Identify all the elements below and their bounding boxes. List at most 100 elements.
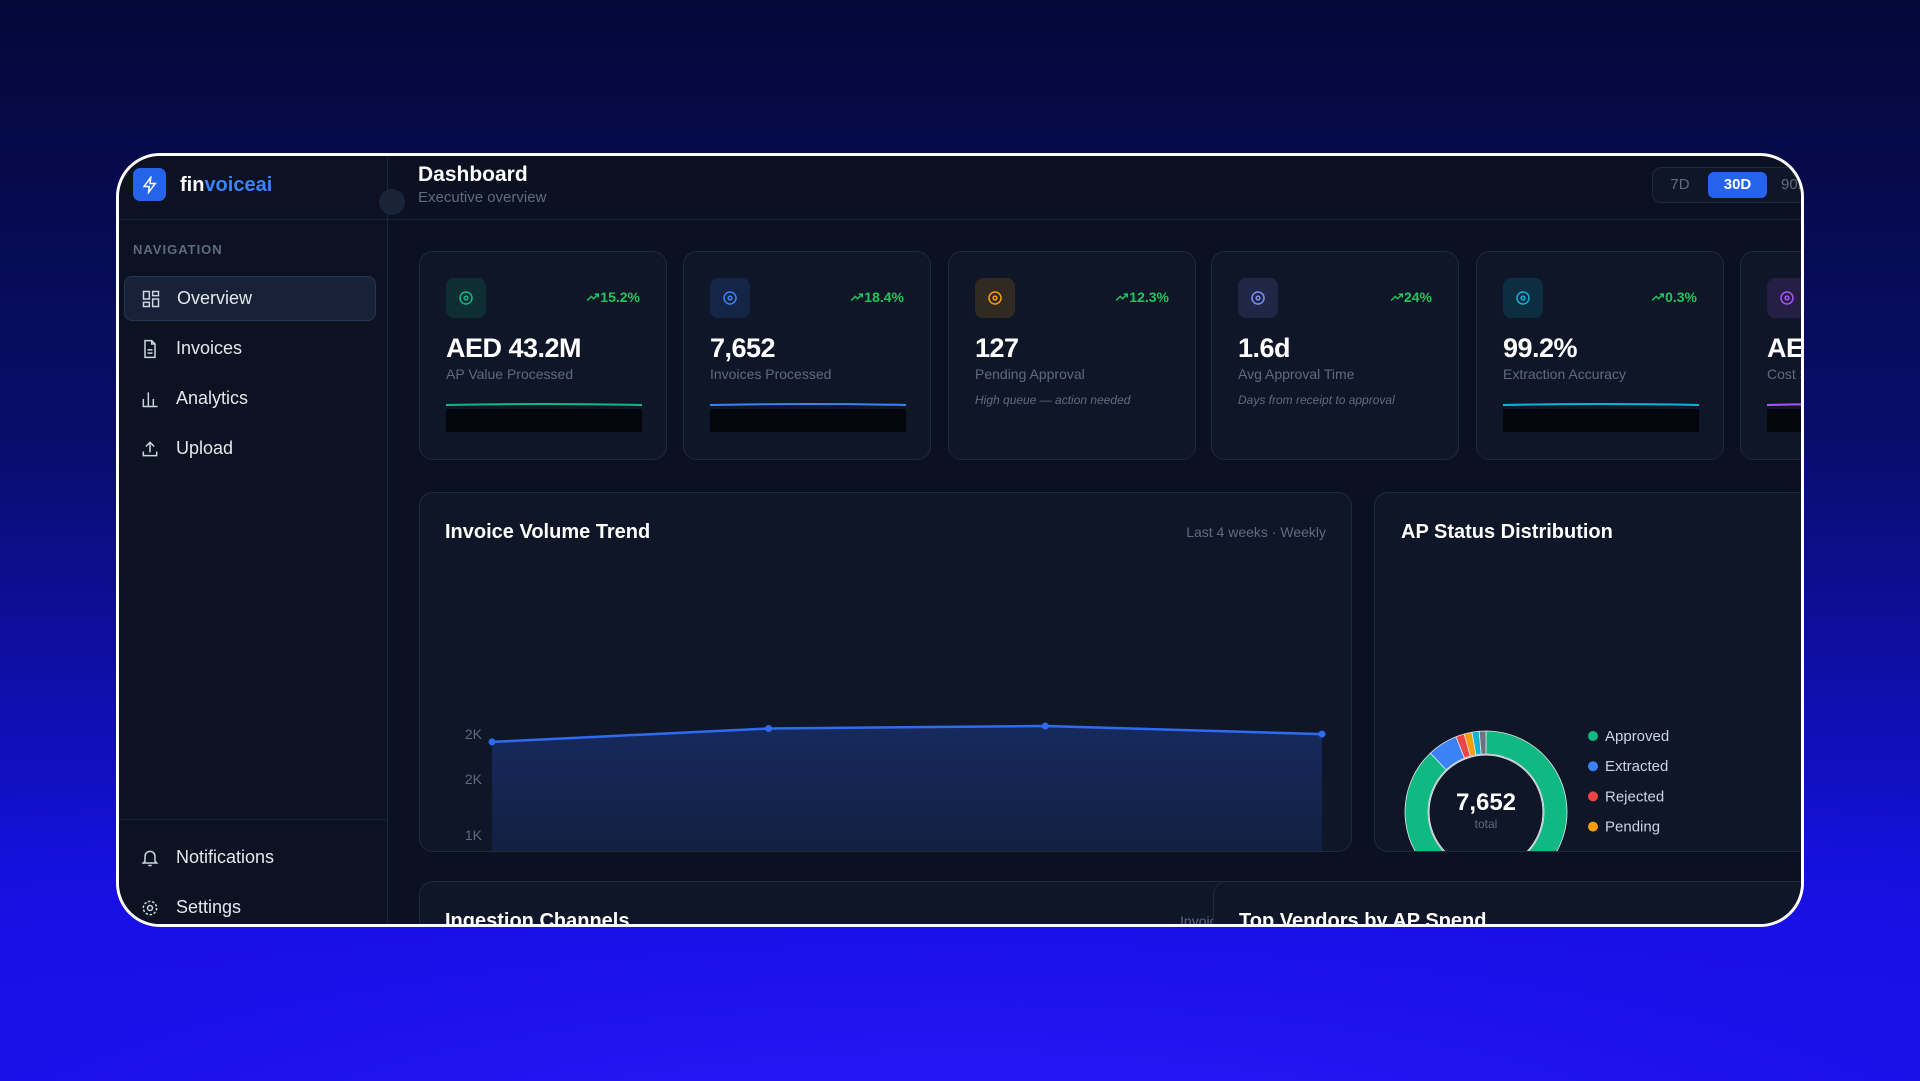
legend-swatch [1588,761,1598,772]
app-window: finvoiceai NAVIGATION Overview Invoices … [116,153,1804,927]
sparkline-area [710,409,906,432]
nav-text: Upload [176,438,234,458]
trend-arrow [1651,293,1665,302]
donut-segment [1404,730,1568,851]
sparkline [1503,403,1699,432]
y-tick-label: 2K [465,771,483,787]
data-point [1041,722,1049,730]
brand-prefix: fin [180,174,205,196]
kpi-icon [446,278,486,318]
icon-shape [1251,291,1265,305]
arrow-shape [1115,293,1129,302]
kpi-icon [710,278,750,318]
icon-glyph [1251,291,1265,305]
nav-text: Analytics [176,388,249,408]
icon-glyph [723,291,737,305]
collapse-toggle[interactable] [379,189,405,215]
donut-segment [1478,730,1487,755]
kpi-change: 15.2% [600,289,640,305]
nav-text: Settings [176,897,242,917]
kpi-card: 15.2% AED 43.2M AP Value Processed [419,251,667,460]
page-subtitle: Executive overview [418,189,547,206]
kpi-card: 12.3% 127 Pending Approval High queue — act… [948,251,1196,460]
kpi-change: 18.4% [864,289,904,305]
nav-item[interactable]: Overview [124,276,376,321]
icon-shape [459,291,473,305]
panel-title: Ingestion Channels [445,910,630,927]
range-selector: 7D 30D 90D [1652,167,1801,203]
kpi-card: AED Cost S [1740,251,1801,460]
chart-subtitle: Last 4 weeks · Weekly [1186,524,1326,540]
data-point [1318,730,1326,738]
sidebar: finvoiceai NAVIGATION Overview Invoices … [119,156,405,924]
kpi-label: AP Value Processed [446,366,574,382]
kpi-icon [1238,278,1278,318]
kpi-label: Pending Approval [975,366,1085,382]
series-line [491,724,1323,744]
chart-title: AP Status Distribution [1401,521,1613,543]
divider [388,219,1801,220]
page-title: Dashboard [418,163,528,186]
kpi-label: Extraction Accuracy [1503,366,1626,382]
range-button[interactable]: 7D [1670,176,1690,193]
donut-total: 7,652 [1456,789,1516,816]
arrow-shape [850,293,864,302]
trend-arrow [850,293,864,302]
kpi-label: Invoices Processed [710,366,832,382]
arrow-shape [586,293,600,302]
data-point [488,738,496,746]
y-tick-label: 1K [465,827,483,843]
kpi-trend: 18.4% [850,289,904,305]
kpi-card: 24% 1.6d Avg Approval Time Days from receip… [1211,251,1459,460]
sparkline [1767,403,1801,432]
icon-shape [723,291,737,305]
sparkline-line [446,403,642,406]
sparkline-line [1503,403,1699,406]
nav-item[interactable]: Invoices [124,326,376,371]
icon-shape [988,291,1002,305]
nav-text: Notifications [176,847,275,867]
icon-glyph [459,291,473,305]
nav-item[interactable]: Settings [124,885,376,924]
icon-shape [992,295,998,301]
kpi-note: High queue — action needed [975,393,1131,407]
chart-card: AP Status Distribution Approved Extracted… [1374,492,1801,852]
sparkline-area [446,409,642,432]
legend-label: Rejected [1605,788,1664,805]
sparkline-area [1503,409,1699,432]
line-chart: 05001K2K2KW1W2W3W4 [465,722,1326,851]
kpi-card: 18.4% 7,652 Invoices Processed [683,251,931,460]
nav-item[interactable]: Upload [124,426,376,471]
kpi-trend: 24% [1390,289,1432,305]
kpi-value: AED 43.2M [446,333,582,363]
kpi-icon [975,278,1015,318]
donut-inner-ring [1428,754,1544,851]
kpi-trend: 0.3% [1651,289,1697,305]
legend-label: Extracted [1605,758,1668,775]
range-button[interactable]: 90D [1781,176,1801,193]
range-button[interactable]: 30D [1708,172,1767,198]
icon-glyph [1516,291,1530,305]
nav-item[interactable]: Notifications [124,835,376,880]
kpi-change: 24% [1403,289,1432,305]
panel: Ingestion Channels Invoice volume by sou… [419,881,1364,927]
sparkline-line [710,403,906,406]
icon-shape [1520,295,1526,301]
kpi-icon [1767,278,1801,318]
icon-shape [463,295,469,301]
kpi-change: 12.3% [1129,289,1169,305]
chart-card: Invoice Volume Trend Last 4 weeks · Week… [419,492,1352,852]
nav-text: Invoices [176,338,243,358]
kpi-change: 0.3% [1665,289,1697,305]
kpi-note: Days from receipt to approval [1238,393,1395,407]
donut-caption: total [1475,817,1498,831]
divider [119,819,388,820]
icon-shape [727,295,733,301]
nav-item[interactable]: Analytics [124,376,376,421]
legend-swatch [1588,731,1598,741]
sparkline-line [1767,403,1801,406]
sparkline-area [1767,409,1801,432]
nav-label: NAVIGATION [133,242,223,257]
kpi-value: 1.6d [1238,333,1291,363]
kpi-value: 99.2% [1503,333,1578,363]
